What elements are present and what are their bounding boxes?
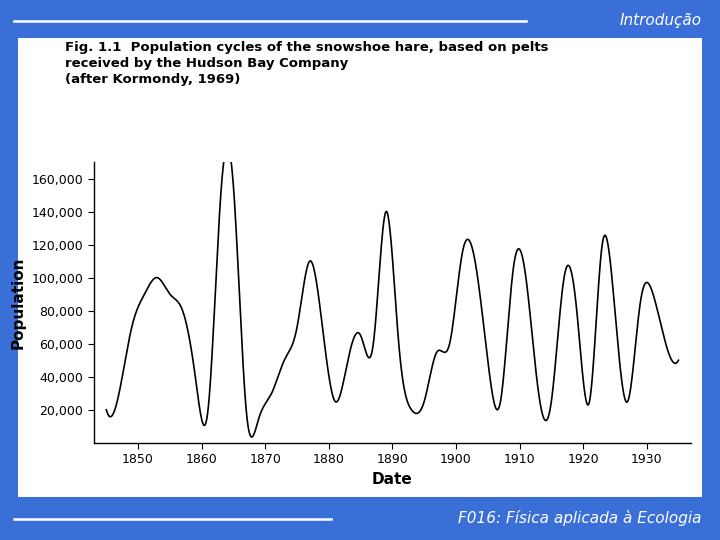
Text: received by the Hudson Bay Company: received by the Hudson Bay Company [65,57,348,70]
Y-axis label: Population: Population [11,256,26,349]
X-axis label: Date: Date [372,472,413,487]
Text: (after Kormondy, 1969): (after Kormondy, 1969) [65,73,240,86]
Text: F016: Física aplicada à Ecologia: F016: Física aplicada à Ecologia [459,510,702,526]
Text: Fig. 1.1  Population cycles of the snowshoe hare, based on pelts: Fig. 1.1 Population cycles of the snowsh… [65,40,549,53]
Text: Introdução: Introdução [620,14,702,29]
